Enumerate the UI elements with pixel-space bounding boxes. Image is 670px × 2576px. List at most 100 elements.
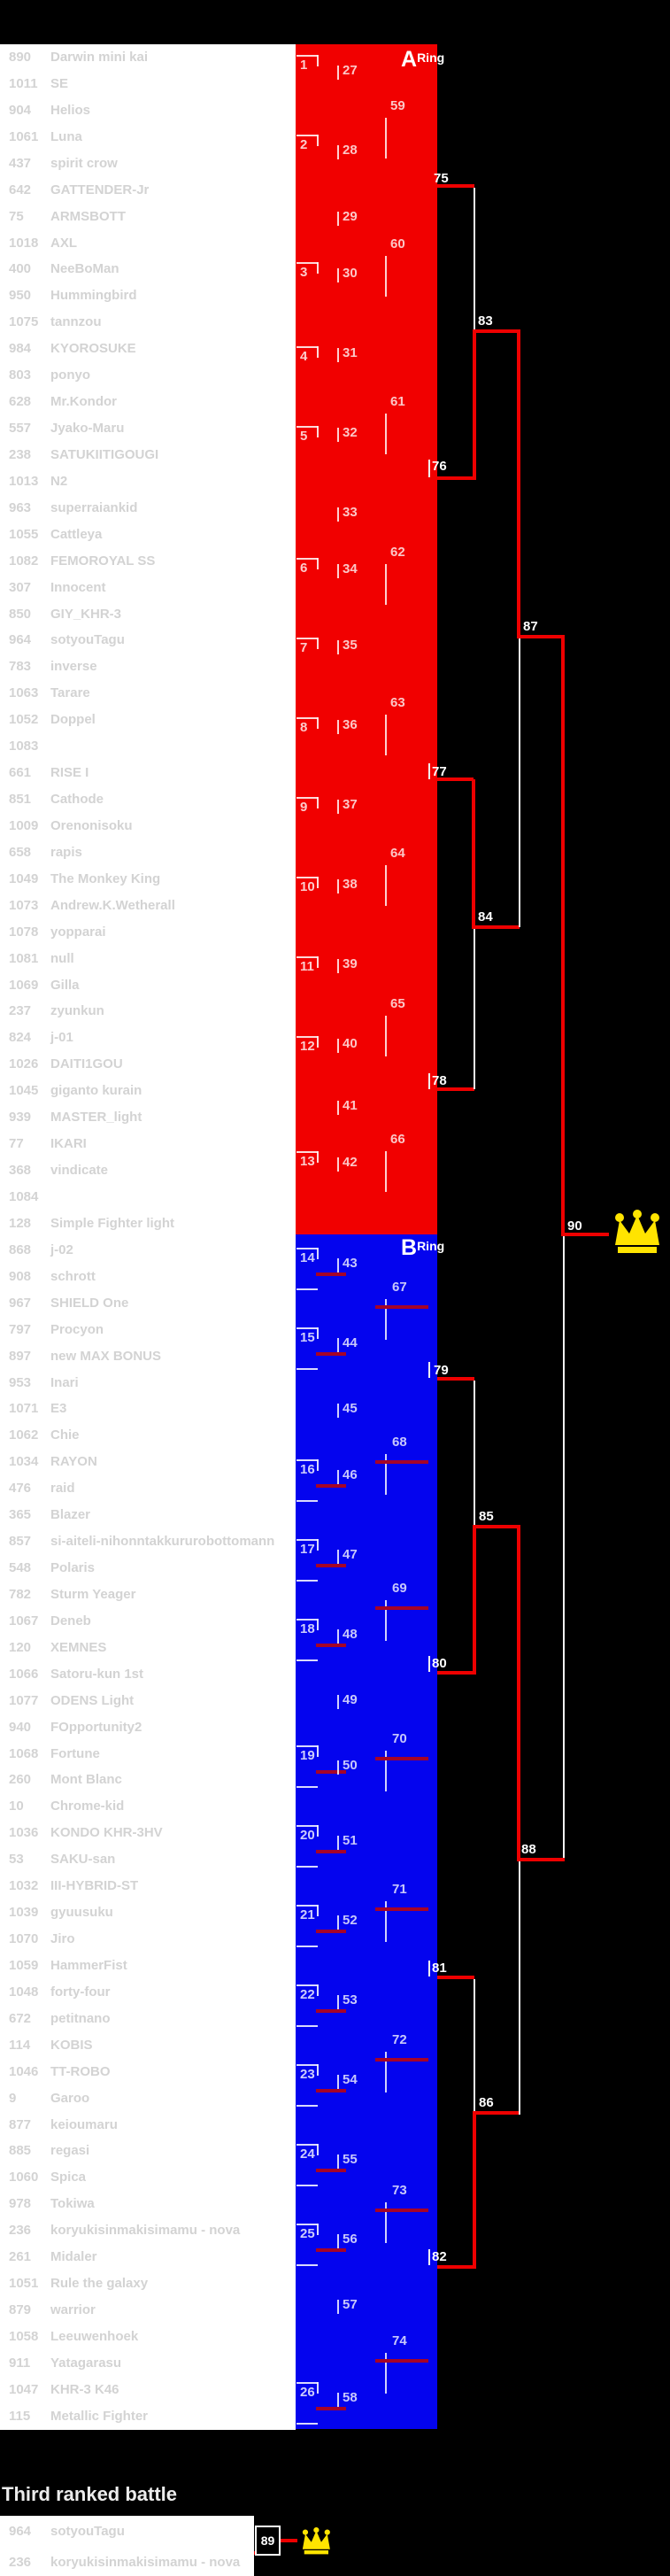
loser-line — [474, 1381, 475, 1527]
entrant-name: Leeuwenhoek — [50, 2329, 139, 2344]
winner-line — [561, 1233, 609, 1236]
crown-icon — [612, 1210, 662, 1260]
match-number: 77 — [432, 764, 447, 779]
entrant-row: 1046 TT-ROBO — [0, 2064, 296, 2091]
entrant-row: 890 Darwin mini kai — [0, 50, 296, 76]
match-number: 15 — [300, 1330, 315, 1345]
entrant-number: 9 — [9, 2091, 17, 2106]
bracket-line — [317, 2224, 319, 2235]
winner-line — [437, 777, 474, 781]
bracket-line — [296, 1539, 318, 1541]
bracket-line — [296, 2064, 318, 2066]
entrant-row: 1032 III-HYBRID-ST — [0, 1878, 296, 1905]
entrant-name: Andrew.K.Wetherall — [50, 898, 175, 913]
bracket-tick — [337, 1836, 339, 1850]
entrant-number: 238 — [9, 447, 32, 462]
loser-line — [428, 1362, 430, 1378]
entrant-row: 803 ponyo — [0, 367, 296, 394]
entrant-row: 238 SATUKIITIGOUGI — [0, 447, 296, 474]
entrant-number: 1013 — [9, 474, 39, 489]
entrant-number: 1018 — [9, 236, 39, 251]
match-number: 73 — [392, 2183, 407, 2198]
entrant-name: Blazer — [50, 1507, 91, 1522]
entrant-row: 1081 null — [0, 951, 296, 978]
bracket-line — [385, 1299, 387, 1340]
entrant-name: Tarare — [50, 685, 90, 700]
entrant-number: 1078 — [9, 924, 39, 940]
bracket-tick — [337, 2075, 339, 2089]
entrant-row: 1048 forty-four — [0, 1984, 296, 2011]
round1-match-box: 17 — [296, 1539, 346, 1583]
entrant-number: 964 — [9, 632, 32, 647]
entrant-row: 261 Midaler — [0, 2249, 296, 2276]
entrant-name: KONDO KHR-3HV — [50, 1825, 163, 1840]
winner-line — [437, 476, 474, 480]
entrant-row: 368 vindicate — [0, 1163, 296, 1189]
entrant-row: 978 Tokiwa — [0, 2196, 296, 2223]
entrant-number: 890 — [9, 50, 32, 65]
match-number: 28 — [343, 143, 358, 158]
round1-match-box: 15 — [296, 1327, 346, 1372]
entrant-row: 963 superraiankid — [0, 500, 296, 527]
entrant-number: 437 — [9, 156, 32, 171]
entrant-row: 1067 Deneb — [0, 1613, 296, 1640]
bracket-tick — [337, 428, 339, 442]
match-number: 85 — [479, 1509, 494, 1524]
bracket-line — [317, 135, 319, 146]
match-number: 64 — [390, 846, 405, 861]
entrant-number: 885 — [9, 2143, 32, 2158]
entrant-number: 1069 — [9, 978, 39, 993]
winner-line — [472, 779, 475, 927]
entrant-name: schrott — [50, 1269, 96, 1284]
winner-line — [375, 1757, 428, 1760]
entrant-row: 1071 E3 — [0, 1401, 296, 1427]
loser-line — [474, 1979, 475, 2113]
entrant-number: 868 — [9, 1242, 32, 1257]
winner-line — [316, 2089, 346, 2093]
winner-line — [437, 1377, 474, 1381]
entrant-number: 1059 — [9, 1958, 39, 1973]
round1-match-box: 18 — [296, 1619, 346, 1663]
bracket-line — [296, 558, 318, 560]
ring-a-block — [296, 44, 437, 1234]
match-number: 26 — [300, 2385, 315, 2400]
entrant-name: yopparai — [50, 924, 106, 940]
loser-line — [428, 460, 430, 477]
match-number: 75 — [434, 171, 449, 186]
winner-line — [473, 2111, 519, 2115]
entrant-row: 557 Jyako-Maru — [0, 421, 296, 447]
entrant-name: Sturm Yeager — [50, 1587, 136, 1602]
entrant-row: 120 XEMNES — [0, 1640, 296, 1667]
match-number: 40 — [343, 1036, 358, 1051]
entrant-row: 1058 Leeuwenhoek — [0, 2329, 296, 2356]
bracket-line — [317, 877, 319, 888]
winner-line — [473, 331, 476, 480]
entrant-number: 400 — [9, 261, 32, 276]
entrant-number: 939 — [9, 1110, 32, 1125]
bracket-line — [296, 1288, 318, 1290]
entrant-name: N2 — [50, 474, 68, 489]
entrant-name: Rule the galaxy — [50, 2276, 149, 2291]
winner-line — [473, 329, 519, 333]
winner-line — [437, 1087, 474, 1091]
entrant-row: 797 Procyon — [0, 1322, 296, 1349]
entrant-number: 1077 — [9, 1693, 39, 1708]
entrant-name: RISE I — [50, 765, 89, 780]
entrant-name: Doppel — [50, 712, 96, 727]
entrant-number: 10 — [9, 1799, 24, 1814]
ring-a-label: ARing — [401, 47, 444, 72]
third-place-background — [0, 2516, 254, 2576]
loser-line — [428, 1656, 430, 1672]
entrant-number: 672 — [9, 2011, 32, 2026]
bracket-line — [317, 956, 319, 968]
bracket-line — [317, 1248, 319, 1259]
ring-a-letter: A — [401, 47, 418, 72]
match-number: 49 — [343, 1692, 358, 1707]
match-number: 21 — [300, 1907, 315, 1922]
bracket-tick — [337, 1470, 339, 1484]
entrant-name: forty-four — [50, 1984, 111, 2000]
match-number: 6 — [300, 561, 308, 576]
bracket-line — [296, 2105, 318, 2107]
entrant-row: 1073 Andrew.K.Wetherall — [0, 898, 296, 924]
bracket-tick — [337, 2300, 339, 2314]
